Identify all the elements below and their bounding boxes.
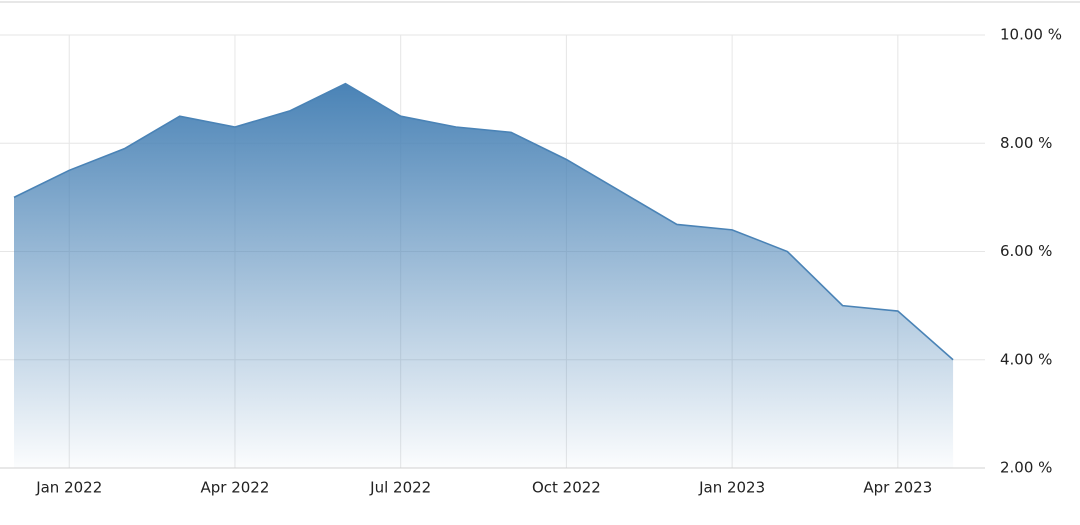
y-tick-label: 8.00 % <box>1000 134 1052 152</box>
y-tick-label: 4.00 % <box>1000 350 1052 368</box>
x-tick-label: Oct 2022 <box>532 479 601 497</box>
line <box>13 82 954 361</box>
x-tick-label: Jan 2022 <box>35 479 102 497</box>
x-tick-label: Apr 2022 <box>201 479 270 497</box>
x-tick-label: Apr 2023 <box>863 479 932 497</box>
y-tick-label: 10.00 % <box>1000 26 1062 44</box>
x-tick-label: Jan 2023 <box>698 479 765 497</box>
x-tick-label: Jul 2022 <box>369 479 431 497</box>
y-tick-label: 2.00 % <box>1000 459 1052 477</box>
area <box>14 83 954 469</box>
y-tick-label: 6.00 % <box>1000 242 1052 260</box>
